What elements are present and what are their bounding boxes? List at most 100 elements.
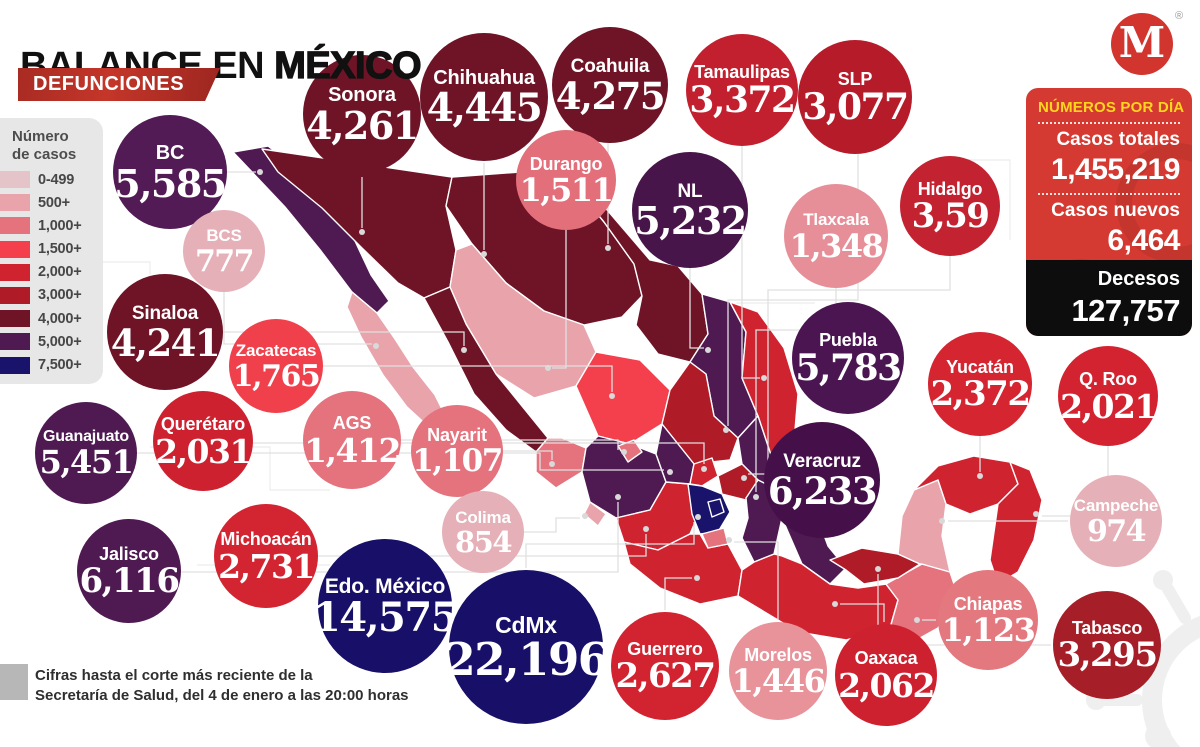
state-value: 4,445 <box>426 85 543 132</box>
state-circle-sinaloa: Sinaloa 4,241 <box>107 274 223 390</box>
state-name: CdMx <box>495 611 557 638</box>
legend-label: 1,500+ <box>38 241 82 258</box>
state-name: Edo. México <box>324 574 446 598</box>
state-name: Durango <box>529 153 603 174</box>
state-circle-tamaulipas: Tamaulipas 3,372 <box>686 34 798 146</box>
state-value: 5,783 <box>795 347 902 390</box>
state-value: 1,412 <box>304 430 401 470</box>
state-value: 6,233 <box>767 468 878 513</box>
state-value: 854 <box>454 525 513 560</box>
casos-nuevos-value: 6,464 <box>1107 224 1180 257</box>
legend-label: 0-499 <box>38 171 75 188</box>
state-value: 2,627 <box>615 656 716 697</box>
decesos-value: 127,757 <box>1071 293 1180 328</box>
state-circle-veracruz: Veracruz 6,233 <box>764 422 880 538</box>
casos-totales-label: Casos totales <box>1056 129 1180 150</box>
state-name: Q. Roo <box>1079 369 1137 390</box>
state-name: Veracruz <box>783 451 861 473</box>
legend-swatch <box>0 171 30 188</box>
state-circle-edomex: Edo. México 14,575 <box>313 539 459 673</box>
state-circle-zacatecas: Zacatecas 1,765 <box>229 319 323 413</box>
legend-swatch <box>0 240 30 258</box>
legend-row: 1,000+ <box>0 217 103 235</box>
state-circle-slp: SLP 3,077 <box>798 40 912 154</box>
state-value: 2,062 <box>838 665 935 705</box>
state-name: Coahuila <box>570 56 650 78</box>
state-value: 2,021 <box>1060 386 1157 426</box>
state-name: Campeche <box>1073 496 1159 516</box>
state-name: Sinaloa <box>131 303 199 325</box>
state-circle-nayarit: Nayarit 1,107 <box>411 405 503 497</box>
footer-note: Cifras hasta el corte más reciente de la… <box>0 664 409 705</box>
milenio-m-icon: M <box>1118 18 1166 67</box>
legend-swatch <box>0 286 30 304</box>
state-circle-bc: BC 5,585 <box>113 115 227 229</box>
legend-label: 3,000+ <box>38 287 82 304</box>
state-name: Nayarit <box>427 425 487 446</box>
state-circle-guerrero: Guerrero 2,627 <box>611 612 719 720</box>
state-name: Querétaro <box>160 414 246 435</box>
state-name: BCS <box>206 226 242 246</box>
state-name: Zacatecas <box>235 341 317 361</box>
state-value: 3,077 <box>802 86 909 129</box>
state-name: Tlaxcala <box>803 210 869 230</box>
map-state-guerrero <box>623 533 743 605</box>
legend-row: 4,000+ <box>0 310 103 328</box>
legend-row: 5,000+ <box>0 333 103 351</box>
state-value: 1,446 <box>731 662 826 701</box>
state-circle-nl: NL 5,232 <box>632 152 748 268</box>
state-circle-tabasco: Tabasco 3,295 <box>1053 591 1161 699</box>
legend-swatch <box>0 217 30 235</box>
map-state-morelos <box>701 527 729 549</box>
dotted-divider <box>1038 193 1180 195</box>
registered-mark: ® <box>1175 10 1184 22</box>
state-value: 3,59 <box>911 196 990 237</box>
state-circle-ags: AGS 1,412 <box>303 391 401 489</box>
state-value: 2,731 <box>218 546 315 586</box>
legend-label: 5,000+ <box>38 333 82 350</box>
state-circle-jalisco: Jalisco 6,116 <box>77 519 181 623</box>
legend-row: 7,500+ <box>0 356 103 374</box>
state-value: 3,372 <box>689 79 796 122</box>
state-circle-campeche: Campeche 974 <box>1070 475 1162 567</box>
state-circle-cdmx: CdMx 22,196 <box>444 570 609 724</box>
legend-swatch <box>0 263 30 281</box>
state-value: 4,275 <box>555 73 666 118</box>
state-circle-qroo: Q. Roo 2,021 <box>1058 346 1158 446</box>
legend-label: 7,500+ <box>38 357 82 373</box>
state-circle-queretaro: Querétaro 2,031 <box>153 391 253 491</box>
stats-panel: NÚMEROS POR DÍA Casos totales 1,455,219 … <box>1026 88 1192 336</box>
state-value: 4,241 <box>110 320 221 365</box>
legend-label: 500+ <box>38 194 70 211</box>
page-title-bold: MÉXICO <box>274 45 423 88</box>
footer-bullet <box>0 664 28 700</box>
state-name: Chihuahua <box>433 66 535 89</box>
state-circle-chiapas: Chiapas 1,123 <box>938 570 1038 670</box>
map-state-cdmx <box>707 498 725 518</box>
state-circle-tlaxcala: Tlaxcala 1,348 <box>784 184 888 288</box>
state-name: Hidalgo <box>917 179 983 200</box>
state-circle-puebla: Puebla 5,783 <box>792 302 904 414</box>
state-name: Yucatán <box>946 357 1014 378</box>
state-value: 5,585 <box>114 160 227 206</box>
state-value: 6,116 <box>79 561 180 602</box>
state-value: 777 <box>194 243 255 279</box>
state-circle-colima: Colima 854 <box>442 491 524 573</box>
dotted-divider <box>1038 122 1180 124</box>
milenio-logo: M <box>1111 13 1173 75</box>
legend-row: 500+ <box>0 194 103 212</box>
legend-label: 4,000+ <box>38 310 82 327</box>
state-value: 1,123 <box>941 611 1036 650</box>
state-circle-coahuila: Coahuila 4,275 <box>552 27 668 143</box>
state-value: 2,031 <box>155 431 252 471</box>
state-name: BC <box>155 142 185 165</box>
state-name: Guerrero <box>627 639 703 660</box>
state-name: Sonora <box>328 84 396 107</box>
state-value: 1,107 <box>412 442 503 479</box>
state-value: 3,295 <box>1057 635 1158 676</box>
state-value: 974 <box>1086 513 1147 549</box>
state-name: Michoacán <box>220 529 312 550</box>
state-name: AGS <box>332 413 372 434</box>
